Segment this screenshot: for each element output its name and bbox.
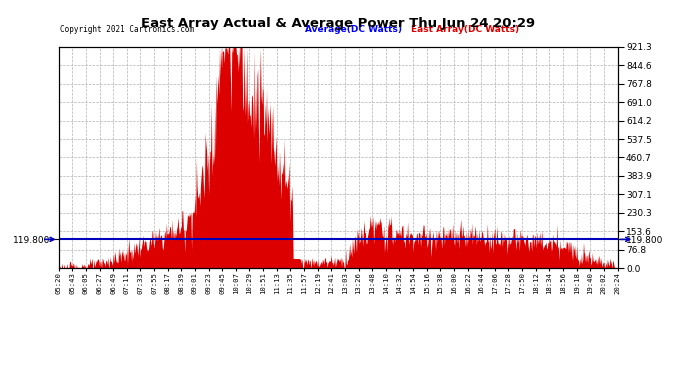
Text: East Array(DC Watts): East Array(DC Watts) xyxy=(411,25,519,34)
Text: Copyright 2021 Cartronics.com: Copyright 2021 Cartronics.com xyxy=(60,25,194,34)
Text: Average(DC Watts): Average(DC Watts) xyxy=(304,25,402,34)
Text: East Array Actual & Average Power Thu Jun 24 20:29: East Array Actual & Average Power Thu Ju… xyxy=(141,17,535,30)
